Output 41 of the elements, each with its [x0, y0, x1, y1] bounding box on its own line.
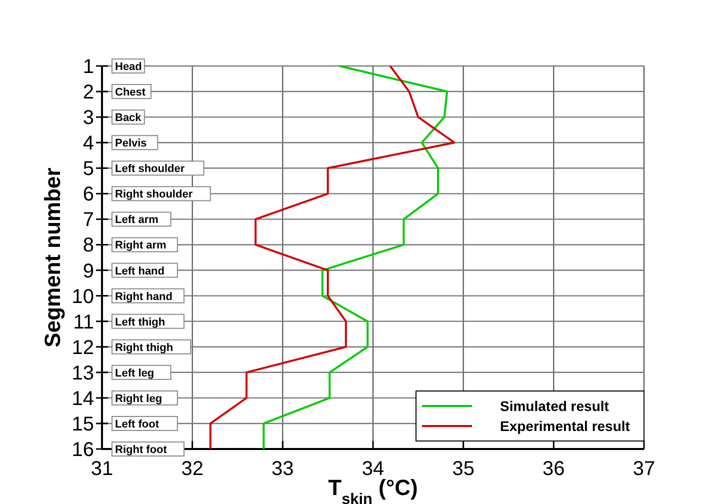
y-tick-label: 2: [82, 82, 94, 104]
annotation: Right arm: [115, 240, 167, 252]
y-tick-label: 15: [72, 413, 94, 436]
y-tick-label: 12: [72, 336, 94, 359]
annotation: Left thigh: [115, 316, 166, 328]
x-tick-label: 35: [452, 458, 474, 480]
y-tick-label: 13: [72, 362, 94, 384]
annotation: Right leg: [115, 392, 162, 405]
y-tick-label: 9: [82, 260, 94, 282]
annotation: Left shoulder: [115, 163, 186, 176]
y-tick-label: 10: [72, 286, 94, 308]
annotation: Head: [115, 61, 142, 73]
x-tick-label: 37: [632, 458, 656, 480]
y-tick-label: 16: [72, 439, 94, 461]
annotation: Right shoulder: [115, 188, 194, 201]
legend-label: Simulated result: [500, 398, 610, 414]
y-axis-title: Segment number: [40, 167, 65, 348]
y-tick-label: 11: [73, 311, 94, 334]
y-tick-label: 3: [82, 107, 94, 130]
y-tick-label: 5: [82, 158, 94, 180]
annotation: Right foot: [115, 444, 168, 456]
y-tick-label: 1: [82, 56, 94, 78]
annotation: Back: [115, 112, 142, 124]
y-tick-label: 8: [82, 234, 94, 257]
y-tick-label: 7: [82, 209, 94, 232]
annotation: Right thigh: [115, 342, 174, 354]
x-tick-label: 36: [542, 458, 565, 480]
annotation: Left leg: [115, 367, 154, 380]
annotation: Chest: [115, 86, 146, 99]
annotation: Right hand: [115, 290, 172, 303]
y-tick-label: 14: [72, 388, 94, 410]
legend-label: Experimental result: [500, 418, 630, 434]
y-tick-label: 4: [82, 132, 94, 155]
annotation: Left arm: [115, 214, 159, 226]
x-tick-label: 31: [90, 458, 114, 480]
annotation: Pelvis: [115, 138, 147, 150]
y-tick-label: 6: [82, 184, 94, 206]
x-tick-label: 32: [181, 458, 204, 480]
annotation: Left foot: [115, 418, 160, 430]
x-tick-label: 33: [272, 458, 294, 480]
annotation: Left hand: [115, 265, 164, 278]
